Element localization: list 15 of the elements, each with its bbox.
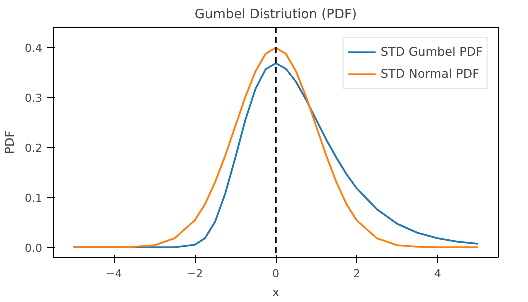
x-tick-label: 4: [434, 268, 442, 280]
y-tick-label: 0.2: [25, 142, 43, 155]
y-tick-label: 0.1: [25, 192, 43, 205]
y-tick-label: 0.4: [25, 42, 43, 55]
y-tick-label: 0.3: [25, 92, 43, 105]
x-tick-label: 2: [353, 268, 360, 280]
chart-title: Gumbel Distriution (PDF): [194, 8, 358, 22]
y-tick-label: 0.0: [25, 242, 43, 255]
legend-label: STD Gumbel PDF: [380, 45, 483, 59]
x-tick-label: −2: [186, 268, 204, 280]
y-axis-title: PDF: [3, 130, 18, 154]
x-axis-title: x: [272, 286, 280, 300]
x-tick-label: 0: [272, 268, 280, 280]
legend-label: STD Normal PDF: [380, 67, 480, 81]
x-tick-label: −4: [106, 268, 122, 280]
